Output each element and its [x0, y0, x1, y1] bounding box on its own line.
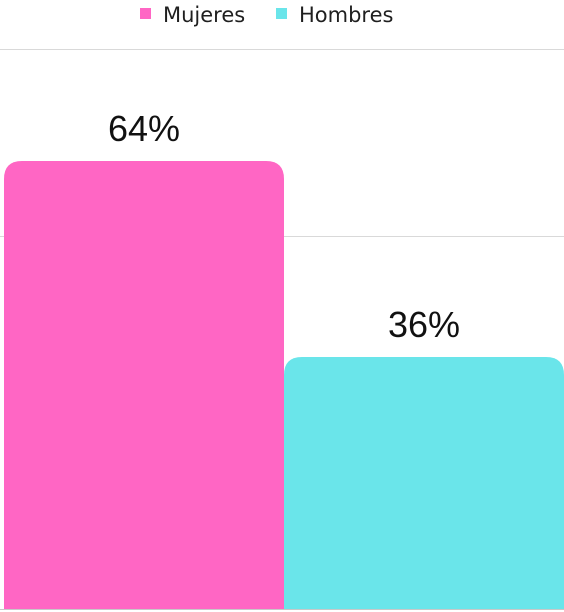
bar-mujeres — [4, 161, 284, 609]
data-labels: 64% 36% — [108, 108, 460, 345]
bars — [4, 161, 564, 609]
legend-swatch-hombres — [276, 8, 287, 19]
bar-hombres — [284, 357, 564, 609]
data-label-hombres: 36% — [388, 304, 460, 345]
legend-swatch-mujeres — [140, 8, 151, 19]
legend: Mujeres Hombres — [140, 3, 393, 27]
data-label-mujeres: 64% — [108, 108, 180, 149]
legend-label-hombres: Hombres — [299, 3, 393, 27]
legend-label-mujeres: Mujeres — [163, 3, 245, 27]
